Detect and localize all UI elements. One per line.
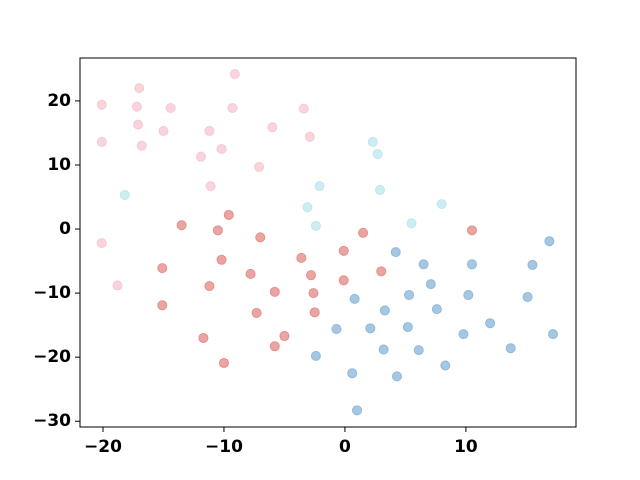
scatter-point (391, 371, 402, 382)
scatter-point (367, 136, 378, 147)
y-tick-label: 20 (47, 91, 71, 111)
scatter-point (440, 360, 451, 371)
x-tick-label: 10 (454, 437, 478, 457)
scatter-point (379, 305, 390, 316)
scatter-point (223, 209, 234, 220)
scatter-point (298, 103, 309, 114)
scatter-point (431, 304, 442, 315)
scatter-point (485, 318, 496, 329)
scatter-point (112, 280, 123, 291)
scatter-point (227, 102, 238, 113)
scatter-point (96, 136, 107, 147)
scatter-point (134, 83, 145, 94)
scatter-point (390, 247, 401, 258)
scatter-point (269, 286, 280, 297)
scatter-point (245, 268, 256, 279)
scatter-point (413, 345, 424, 356)
scatter-point (338, 245, 349, 256)
scatter-point (522, 291, 533, 302)
scatter-point (365, 323, 376, 334)
y-tick-label: −20 (33, 347, 71, 367)
scatter-point (254, 161, 265, 172)
scatter-point (466, 259, 477, 270)
scatter-point (372, 149, 383, 160)
scatter-point (304, 131, 315, 142)
scatter-point (157, 300, 168, 311)
x-tick-label: −10 (205, 437, 243, 457)
plot-frame (79, 57, 577, 428)
scatter-point (136, 140, 147, 151)
scatter-point (548, 329, 559, 340)
x-tick-label: −20 (84, 437, 122, 457)
scatter-point (204, 281, 215, 292)
scatter-point (267, 122, 278, 133)
scatter-point (352, 405, 363, 416)
y-tick-label: 10 (47, 155, 71, 175)
scatter-point (302, 202, 313, 213)
scatter-point (176, 220, 187, 231)
scatter-point (205, 181, 216, 192)
scatter-point (527, 259, 538, 270)
scatter-point (418, 259, 429, 270)
scatter-point (157, 263, 168, 274)
scatter-point (331, 323, 342, 334)
scatter-point (96, 238, 107, 249)
scatter-point (195, 151, 206, 162)
scatter-point (349, 293, 360, 304)
scatter-point (310, 220, 321, 231)
scatter-point (212, 225, 223, 236)
scatter-point (119, 190, 130, 201)
scatter-point (306, 270, 317, 281)
scatter-point (463, 290, 474, 301)
scatter-point (308, 288, 319, 299)
scatter-point (229, 69, 240, 80)
scatter-point (309, 307, 320, 318)
scatter-point (458, 329, 469, 340)
scatter-point (406, 218, 417, 229)
scatter-point (255, 232, 266, 243)
scatter-point (251, 307, 262, 318)
scatter-point (296, 252, 307, 263)
scatter-point (96, 99, 107, 110)
scatter-point (425, 279, 436, 290)
scatter-point (338, 275, 349, 286)
scatter-point (131, 101, 142, 112)
scatter-point (378, 344, 389, 355)
scatter-point (375, 184, 386, 195)
scatter-point (279, 331, 290, 342)
scatter-point (133, 119, 144, 130)
y-tick-label: −10 (33, 283, 71, 303)
scatter-point (314, 181, 325, 192)
y-tick-label: −30 (33, 411, 71, 431)
scatter-point (505, 343, 516, 354)
scatter-point (216, 254, 227, 265)
scatter-point (198, 332, 209, 343)
scatter-point (347, 368, 358, 379)
scatter-point (204, 126, 215, 137)
scatter-point (218, 357, 229, 368)
scatter-point (404, 290, 415, 301)
scatter-point (466, 225, 477, 236)
scatter-point (376, 266, 387, 277)
scatter-point (158, 126, 169, 137)
scatter-point (358, 227, 369, 238)
scatter-point (436, 199, 447, 210)
scatter-point (310, 350, 321, 361)
scatter-point (269, 341, 280, 352)
scatter-point (216, 143, 227, 154)
y-tick-label: 0 (59, 219, 71, 239)
x-tick-label: 0 (339, 437, 351, 457)
scatter-point (544, 236, 555, 247)
scatter-point (402, 322, 413, 333)
scatter-point (165, 102, 176, 113)
